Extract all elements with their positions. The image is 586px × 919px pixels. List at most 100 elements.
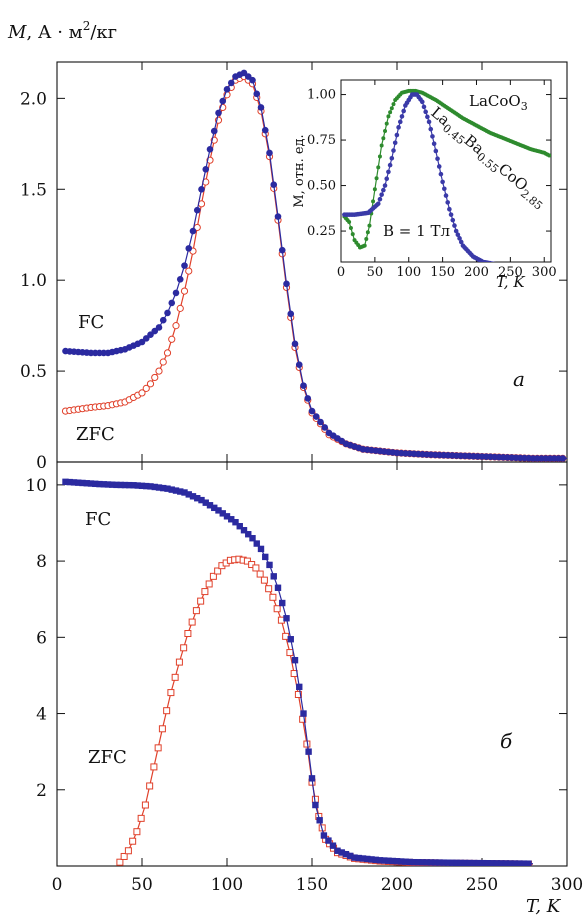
y-tick-label: 0 <box>36 453 47 473</box>
data-point <box>438 171 444 177</box>
label-superscript: 2 <box>83 19 91 33</box>
data-point <box>175 658 183 666</box>
data-point <box>372 187 377 192</box>
panel-label-b: б <box>500 729 513 753</box>
data-point <box>137 814 145 822</box>
data-point <box>296 683 303 691</box>
inset-frame <box>340 79 552 263</box>
data-point <box>252 564 260 572</box>
data-point <box>493 860 500 866</box>
data-point <box>348 226 353 231</box>
data-point <box>387 162 393 168</box>
data-point <box>419 99 425 105</box>
data-point <box>172 322 180 330</box>
data-point <box>171 673 179 681</box>
data-point <box>458 239 464 245</box>
data-point <box>312 413 320 420</box>
data-point <box>159 316 167 324</box>
data-point <box>367 223 372 228</box>
data-point <box>197 597 205 605</box>
x-tick-label: 300 <box>551 875 583 895</box>
data-point <box>442 186 447 192</box>
data-point <box>215 507 222 514</box>
data-point <box>436 859 443 866</box>
data-point <box>325 837 332 844</box>
data-point <box>206 145 214 153</box>
data-point <box>389 857 396 865</box>
data-point <box>398 858 405 865</box>
data-point <box>350 232 355 237</box>
data-point <box>192 607 200 615</box>
data-point <box>384 121 389 126</box>
data-point <box>194 495 201 502</box>
label-fc-b: FC <box>85 509 111 530</box>
data-point <box>461 859 469 866</box>
data-point <box>479 859 487 866</box>
data-point <box>185 491 192 498</box>
data-point <box>206 502 214 509</box>
y-tick-label: 10 <box>25 476 47 496</box>
data-point <box>334 847 341 854</box>
data-point <box>245 531 252 538</box>
data-point <box>402 858 409 865</box>
inset-x-tick-label: 250 <box>498 265 523 280</box>
y-tick-label: 1.5 <box>20 180 47 200</box>
data-point <box>211 504 218 512</box>
data-point <box>385 857 392 864</box>
series-line <box>119 558 534 865</box>
data-point <box>151 483 158 491</box>
data-point <box>121 481 129 489</box>
data-point <box>338 849 345 856</box>
label-zfc-a: ZFC <box>76 424 115 445</box>
data-point <box>374 176 379 181</box>
data-point <box>368 856 375 863</box>
data-point <box>168 486 175 493</box>
data-point <box>406 858 413 866</box>
data-point <box>431 141 437 146</box>
data-point <box>202 499 209 506</box>
data-point <box>457 859 464 866</box>
data-point <box>291 656 299 664</box>
data-point <box>223 85 231 93</box>
label-part: , А · м <box>26 22 82 43</box>
data-point <box>448 212 454 217</box>
data-point <box>312 801 319 809</box>
data-point <box>104 481 112 488</box>
data-point <box>379 143 384 148</box>
data-point <box>381 136 386 141</box>
y-tick-label: 0.5 <box>20 362 47 382</box>
data-point <box>193 206 201 214</box>
inset-x-tick-label: 150 <box>430 265 455 280</box>
data-point <box>155 484 163 491</box>
data-point <box>449 859 456 866</box>
data-point <box>138 389 146 397</box>
x-tick-label: 100 <box>211 875 243 895</box>
data-point <box>209 572 217 580</box>
data-point <box>475 859 482 866</box>
data-point <box>419 859 426 866</box>
data-point <box>342 850 350 858</box>
data-point <box>432 859 439 866</box>
data-point <box>372 856 379 864</box>
data-point <box>274 584 282 591</box>
data-point <box>146 380 155 388</box>
data-point <box>423 859 430 866</box>
data-point <box>507 860 514 866</box>
y-tick-label: 8 <box>36 552 47 572</box>
data-point <box>87 480 95 487</box>
data-point <box>308 775 316 782</box>
data-point <box>227 79 235 87</box>
data-point <box>155 367 163 375</box>
data-point <box>154 744 162 752</box>
data-point <box>453 859 460 866</box>
inset-x-tick-label: 200 <box>464 265 489 280</box>
inset-x-tick-label: 300 <box>532 265 557 280</box>
data-point <box>435 156 440 162</box>
x-axis-label: T, K <box>526 896 562 917</box>
data-point <box>240 527 248 534</box>
panel-a-ticks: 0 0.5 1.0 1.5 2.0 <box>20 62 568 473</box>
data-point <box>184 630 192 638</box>
data-point <box>198 496 205 504</box>
data-point <box>371 199 376 204</box>
